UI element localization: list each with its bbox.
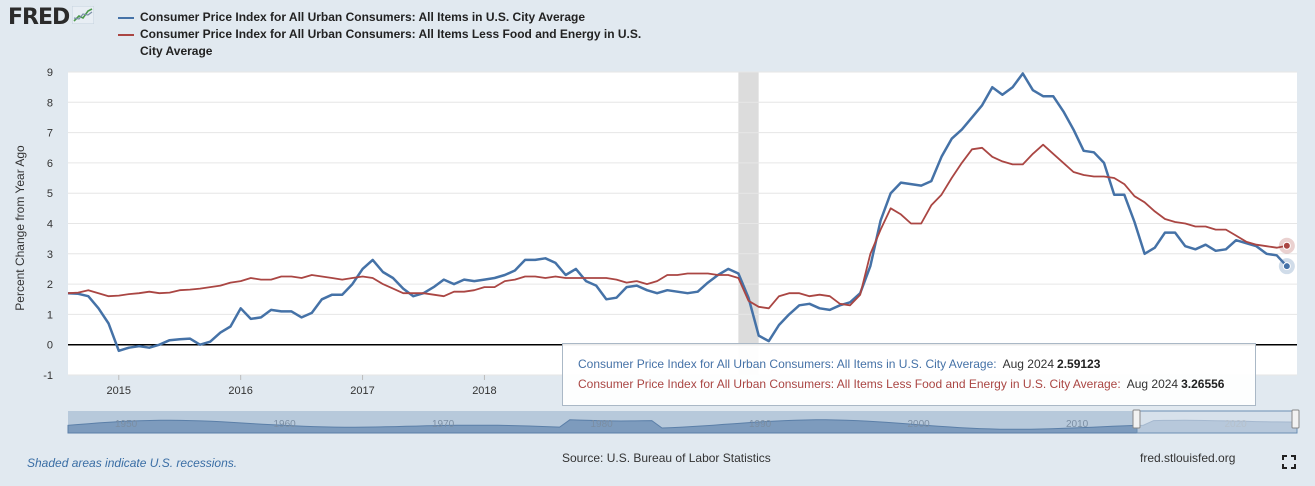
x-tick-label-2017: 2017 [350, 385, 374, 397]
navigator-label-1990: 1990 [749, 419, 772, 430]
tooltip-name-cpi: Consumer Price Index for All Urban Consu… [578, 357, 997, 371]
y-tick-label-4: 4 [47, 219, 53, 231]
y-tick-label-0: 0 [47, 340, 53, 352]
tooltip-row-cpi: Consumer Price Index for All Urban Consu… [578, 354, 1240, 374]
legend-label-cpi: Consumer Price Index for All Urban Consu… [140, 10, 585, 24]
legend-item-cpi[interactable]: Consumer Price Index for All Urban Consu… [118, 9, 660, 26]
legend-item-core-cpi[interactable]: Consumer Price Index for All Urban Consu… [118, 26, 660, 60]
y-tick-label-9: 9 [47, 67, 53, 79]
navigator-selection[interactable] [1136, 410, 1298, 434]
hover-marker-0 [1282, 262, 1291, 271]
y-tick-label-5: 5 [47, 188, 53, 200]
tooltip-date-core-cpi: Aug 2024 [1126, 377, 1179, 391]
y-axis-title: Percent Change from Year Ago [13, 145, 27, 311]
x-tick-label-2015: 2015 [107, 385, 131, 397]
series-line-1[interactable] [67, 143, 1287, 310]
navigator-label-1980: 1980 [591, 419, 614, 430]
chart-legend: Consumer Price Index for All Urban Consu… [118, 9, 660, 60]
navigator-label-1960: 1960 [274, 419, 297, 430]
navigator-area [67, 419, 1298, 434]
tooltip-row-core-cpi: Consumer Price Index for All Urban Consu… [578, 374, 1240, 394]
legend-swatch-core-cpi [118, 34, 134, 36]
series-line-0[interactable] [67, 72, 1288, 353]
y-tick-label-1: 1 [47, 309, 53, 321]
y-tick-label--1: -1 [43, 370, 53, 382]
recession-note: Shaded areas indicate U.S. recessions. [27, 456, 238, 470]
navigator-label-1970: 1970 [432, 419, 455, 430]
hover-marker-1 [1282, 241, 1291, 250]
navigator-left-handle[interactable] [1132, 409, 1141, 429]
source-credit: Source: U.S. Bureau of Labor Statistics [562, 451, 771, 465]
site-link[interactable]: fred.stlouisfed.org [1140, 451, 1236, 465]
tooltip-date-cpi: Aug 2024 [1002, 357, 1055, 371]
y-tick-label-8: 8 [47, 97, 53, 109]
legend-label-core-cpi: Consumer Price Index for All Urban Consu… [140, 27, 642, 58]
fullscreen-icon[interactable] [1282, 455, 1296, 474]
range-navigator[interactable]: 1950 1960 1970 1980 1990 2000 2010 2020 [67, 409, 1300, 434]
y-tick-label-6: 6 [47, 158, 53, 170]
navigator-label-2000: 2000 [908, 419, 931, 430]
y-tick-label-2: 2 [47, 279, 53, 291]
tooltip-value-core-cpi: 3.26556 [1181, 377, 1225, 391]
y-tick-label-3: 3 [47, 249, 53, 261]
navigator-right-handle[interactable] [1291, 409, 1300, 429]
y-tick-label-7: 7 [47, 128, 53, 140]
legend-swatch-cpi [118, 17, 134, 19]
tooltip-name-core-cpi: Consumer Price Index for All Urban Consu… [578, 377, 1121, 391]
x-tick-label-2018: 2018 [472, 385, 496, 397]
navigator-label-1950: 1950 [115, 419, 138, 430]
navigator-label-2020: 2020 [1225, 419, 1248, 430]
chart-tooltip: Consumer Price Index for All Urban Consu… [562, 343, 1256, 406]
logo-text: FRED [8, 5, 70, 30]
x-tick-label-2016: 2016 [228, 385, 252, 397]
tooltip-value-cpi: 2.59123 [1057, 357, 1101, 371]
navigator-label-2010: 2010 [1066, 419, 1089, 430]
